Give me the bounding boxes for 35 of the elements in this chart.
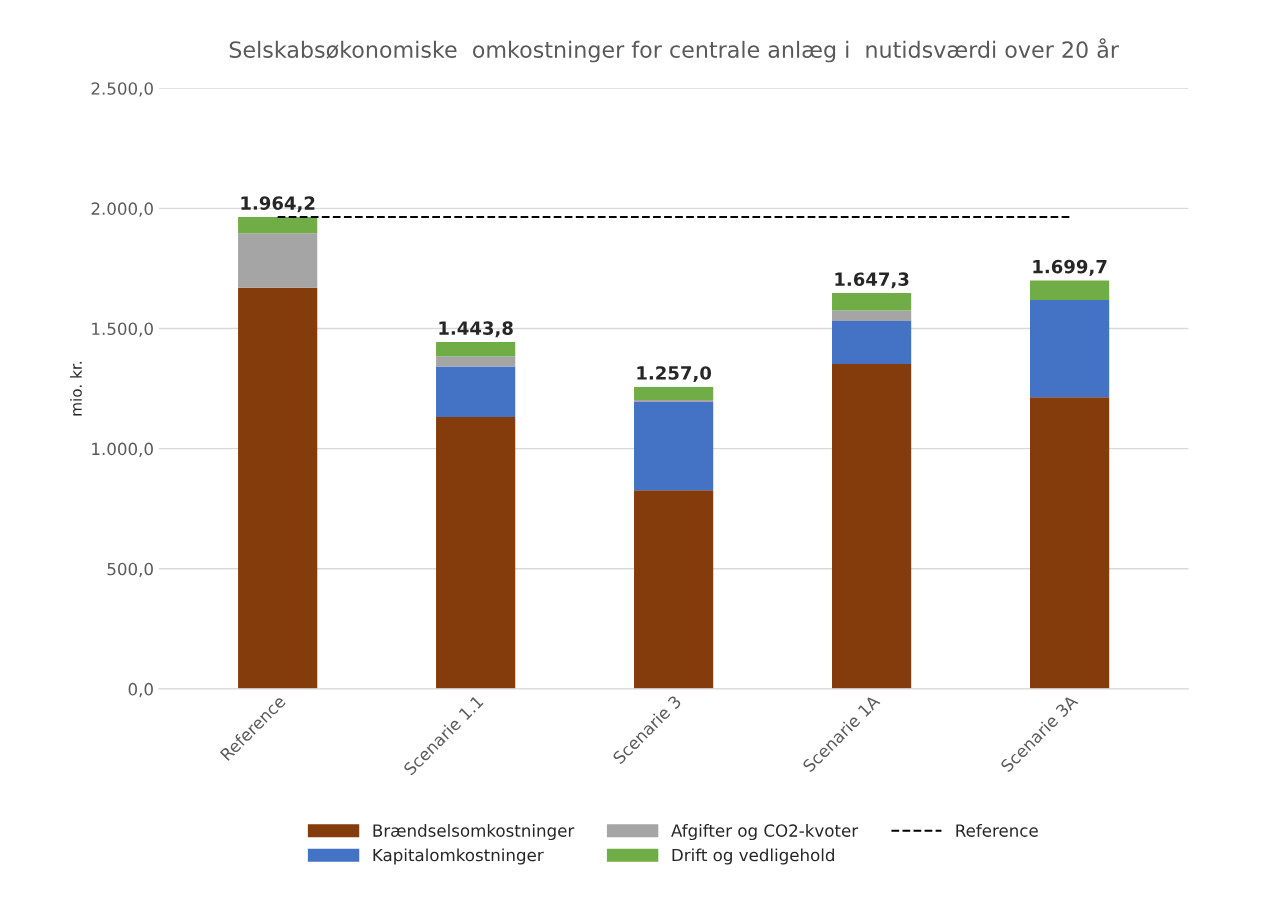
total-label: 1.257,0 xyxy=(637,366,712,383)
legend-label: Reference xyxy=(956,823,1038,837)
y-tick-label: 2.000,0 xyxy=(91,202,153,217)
legend-label: Afgifter og CO2-kvoter xyxy=(671,823,859,841)
y-axis-title: mio. kr. xyxy=(70,361,82,416)
bar xyxy=(832,293,912,311)
total-label: 1.647,3 xyxy=(835,272,909,289)
bar xyxy=(634,386,714,401)
bar xyxy=(832,310,912,322)
bar xyxy=(634,490,714,689)
bar xyxy=(1030,280,1110,300)
bar xyxy=(238,216,318,234)
y-tick-label: 500,0 xyxy=(107,562,153,578)
legend-label: Drift og vedligehold xyxy=(672,848,834,865)
bar xyxy=(436,366,516,417)
bar xyxy=(436,342,516,357)
bar xyxy=(634,402,714,491)
bar xyxy=(436,416,516,689)
total-label: 1.443,8 xyxy=(439,321,513,338)
legend-label: Kapitalomkostninger xyxy=(373,848,544,865)
chart-title: Selskabsøkonomiske omkostninger for centrale anlæg i nutidsværdi over 20 år xyxy=(229,38,1119,63)
total-label: 1.964,2 xyxy=(241,196,315,213)
bar xyxy=(832,364,912,689)
legend-label: Brændselsomkostninger xyxy=(373,823,575,841)
bar xyxy=(1030,397,1110,689)
bar xyxy=(832,321,912,365)
y-tick-label: 1.500,0 xyxy=(92,322,153,337)
bar xyxy=(436,356,516,367)
y-tick-label: 0,0 xyxy=(128,682,153,698)
bar xyxy=(238,287,318,689)
bar xyxy=(1030,299,1110,398)
y-tick-label: 1.000,0 xyxy=(92,442,153,457)
total-label: 1.699,7 xyxy=(1033,259,1107,276)
y-tick-label: 2.500,0 xyxy=(91,82,153,97)
bar xyxy=(238,233,318,288)
